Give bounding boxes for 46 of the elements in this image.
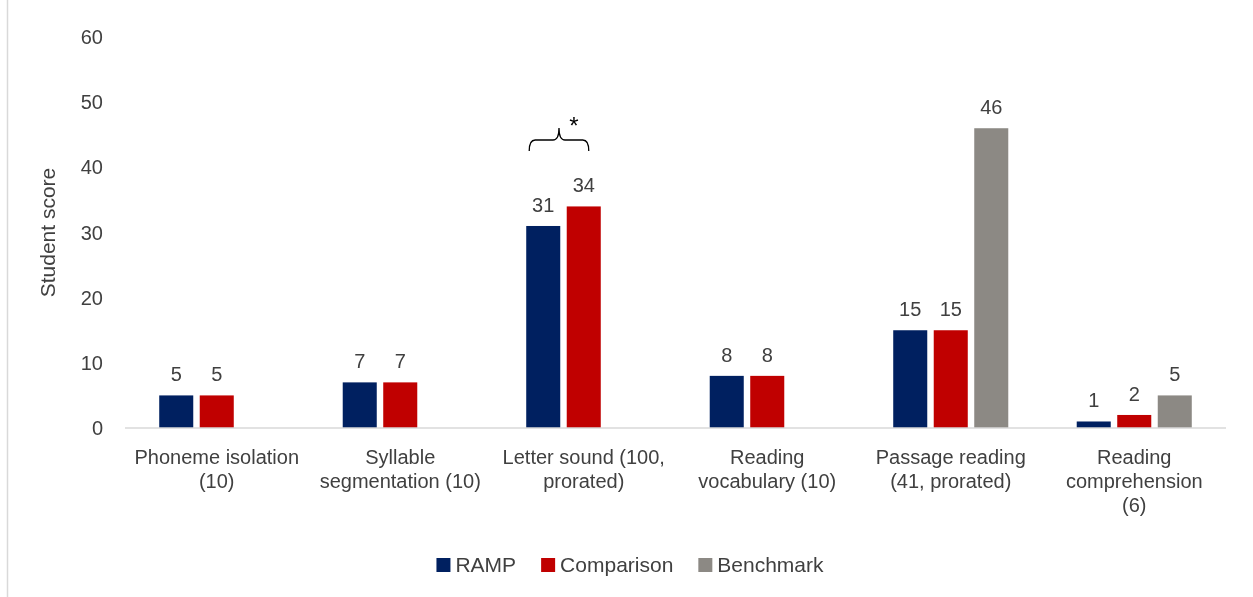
legend-label: Benchmark xyxy=(717,553,825,576)
x-tick-label: Phoneme isolation (10) xyxy=(134,446,300,492)
data-label: 7 xyxy=(354,350,366,373)
x-tick-label: Letter sound (100, prorated) xyxy=(502,446,665,492)
bar xyxy=(1076,421,1111,428)
data-label: 15 xyxy=(899,298,922,321)
y-tick-label: 60 xyxy=(80,26,103,48)
x-tick-label: Reading vocabulary (10) xyxy=(698,446,837,492)
x-tick-label: Syllable segmentation (10) xyxy=(319,446,481,492)
bar xyxy=(709,375,744,428)
data-label: 1 xyxy=(1088,389,1100,412)
data-label: 2 xyxy=(1128,382,1140,405)
data-label: 5 xyxy=(211,363,223,386)
data-label: 7 xyxy=(394,350,406,373)
bar xyxy=(342,382,377,428)
bar xyxy=(1157,395,1192,428)
legend-label: Comparison xyxy=(560,553,674,576)
data-label: 46 xyxy=(980,96,1003,119)
y-axis-title: Student score xyxy=(36,167,59,298)
legend-label: RAMP xyxy=(455,553,517,576)
bar xyxy=(974,128,1009,428)
bar xyxy=(933,330,968,428)
y-tick-label: 40 xyxy=(80,156,103,179)
x-tick-label: Passage reading (41, prorated) xyxy=(875,446,1026,492)
y-tick-label: 0 xyxy=(91,417,103,439)
data-label: 5 xyxy=(1169,363,1181,386)
annotation: * xyxy=(569,112,579,139)
bar xyxy=(159,395,194,428)
x-tick-label: Reading comprehension (6) xyxy=(1065,446,1203,516)
bar xyxy=(1117,414,1152,428)
data-label: 31 xyxy=(532,193,555,216)
data-label: 15 xyxy=(939,298,962,321)
data-label: 8 xyxy=(761,343,773,366)
bar xyxy=(526,225,561,428)
bar xyxy=(893,330,928,428)
bar xyxy=(383,382,418,428)
bar xyxy=(750,375,785,428)
data-label: 5 xyxy=(170,363,182,386)
data-label: 34 xyxy=(572,174,595,197)
bar xyxy=(199,395,234,428)
y-tick-label: 30 xyxy=(80,221,103,244)
y-tick-label: 20 xyxy=(80,286,103,309)
y-tick-label: 50 xyxy=(80,91,103,114)
data-label: 8 xyxy=(721,343,733,366)
y-tick-label: 10 xyxy=(80,351,103,374)
bar xyxy=(566,206,601,428)
